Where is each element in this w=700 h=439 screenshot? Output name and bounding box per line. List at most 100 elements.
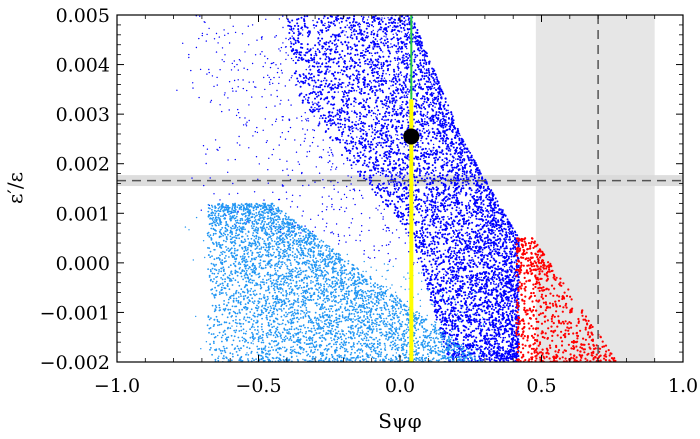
scatter-point-dark [396, 144, 399, 147]
scatter-point-dark [317, 110, 320, 113]
scatter-point-sparse [397, 134, 399, 136]
scatter-point-sparse [318, 121, 321, 123]
scatter-point-dark [353, 43, 356, 46]
scatter-point-sparse [264, 88, 266, 91]
scatter-point-dark [342, 104, 345, 107]
scatter-point-dark [462, 181, 464, 184]
scatter-point-dark [453, 298, 456, 301]
scatter-point-dark [446, 164, 449, 167]
scatter-point-sparse [295, 53, 298, 55]
scatter-point-sparse [278, 48, 280, 50]
scatter-point-dark [375, 89, 378, 92]
scatter-point-sparse [192, 87, 194, 89]
scatter-point-dark [357, 32, 359, 35]
scatter-point-dark [493, 345, 496, 348]
scatter-point-sparse [359, 352, 361, 354]
scatter-point-dark [361, 106, 364, 109]
scatter-point-sparse [405, 232, 407, 234]
scatter-point-dark [448, 193, 451, 196]
scatter-point-dark [431, 193, 434, 196]
scatter-point-dark [477, 250, 480, 253]
scatter-point-dark [449, 254, 452, 257]
scatter-point-dark [306, 99, 309, 102]
scatter-point-dark [444, 125, 447, 128]
scatter-point-dark [414, 239, 417, 242]
scatter-point-dark [343, 93, 345, 96]
scatter-point-sparse [269, 243, 272, 245]
scatter-point-dark [475, 309, 478, 312]
scatter-point-dark [375, 146, 378, 148]
scatter-point-dark [460, 249, 463, 252]
scatter-point-sparse [421, 272, 423, 274]
scatter-point-dark [363, 30, 366, 33]
scatter-point-sparse [301, 215, 303, 217]
scatter-point-sparse [371, 55, 373, 57]
scatter-point-sparse [269, 66, 272, 69]
scatter-point-sparse [459, 258, 461, 261]
scatter-point-sparse [459, 321, 461, 323]
scatter-point-dark [475, 212, 478, 215]
scatter-point-sparse [433, 87, 435, 90]
scatter-point-sparse [513, 301, 516, 303]
scatter-point-dark [400, 133, 403, 136]
scatter-point-sparse [455, 253, 457, 256]
scatter-point-sparse [416, 107, 418, 109]
scatter-point-dark [404, 86, 407, 88]
scatter-point-dark [478, 176, 480, 179]
scatter-point-dark [446, 280, 449, 283]
scatter-point-dark [342, 95, 345, 98]
scatter-point-dark [423, 274, 426, 277]
scatter-point-sparse [355, 121, 357, 123]
scatter-point-dark [483, 321, 486, 323]
scatter-point-sparse [441, 292, 444, 294]
scatter-point-dark [422, 231, 425, 234]
scatter-point-dark [404, 52, 407, 55]
scatter-point-dark [468, 308, 470, 311]
scatter-point-sparse [394, 100, 396, 102]
scatter-point-dark [434, 297, 436, 300]
scatter-point-dark [452, 225, 455, 228]
scatter-point-sparse [432, 170, 435, 173]
scatter-point-dark [362, 129, 365, 132]
scatter-point-dark [329, 21, 332, 24]
scatter-point-dark [317, 79, 320, 82]
scatter-point-dark [449, 153, 452, 156]
scatter-point-dark [472, 335, 475, 338]
scatter-point-sparse [379, 174, 382, 176]
scatter-point-sparse [347, 175, 349, 177]
scatter-point-dark [504, 293, 507, 296]
scatter-point-sparse [460, 164, 462, 166]
scatter-point-sparse [302, 29, 304, 31]
scatter-point-sparse [312, 19, 314, 22]
scatter-point-dark [501, 234, 504, 237]
scatter-point-sparse [382, 228, 384, 231]
scatter-point-dark [418, 198, 421, 201]
scatter-point-dark [376, 130, 379, 133]
scatter-point-dark [332, 22, 335, 25]
scatter-point-dark [486, 258, 489, 260]
scatter-point-dark [470, 212, 473, 215]
scatter-point-dark [423, 72, 426, 75]
scatter-point-sparse [384, 119, 386, 121]
scatter-point-dark [325, 130, 327, 133]
scatter-point-dark [388, 170, 391, 173]
scatter-point-dark [499, 349, 501, 352]
scatter-point-sparse [327, 291, 329, 293]
scatter-point-dark [388, 160, 391, 163]
scatter-point-dark [419, 170, 421, 172]
scatter-point-dark [438, 270, 441, 273]
scatter-point-sparse [319, 108, 322, 110]
scatter-point-dark [395, 95, 398, 98]
scatter-point-dark [340, 56, 343, 59]
scatter-point-sparse [282, 185, 285, 187]
scatter-point-sparse [269, 83, 271, 86]
scatter-point-dark [493, 337, 496, 340]
scatter-point-sparse [219, 199, 221, 201]
scatter-point-dark [314, 81, 317, 84]
scatter-point-sparse [305, 68, 307, 71]
scatter-point-sparse [427, 224, 429, 226]
scatter-point-dark [432, 77, 435, 79]
scatter-point-dark [363, 174, 365, 177]
scatter-point-dark [384, 99, 386, 102]
